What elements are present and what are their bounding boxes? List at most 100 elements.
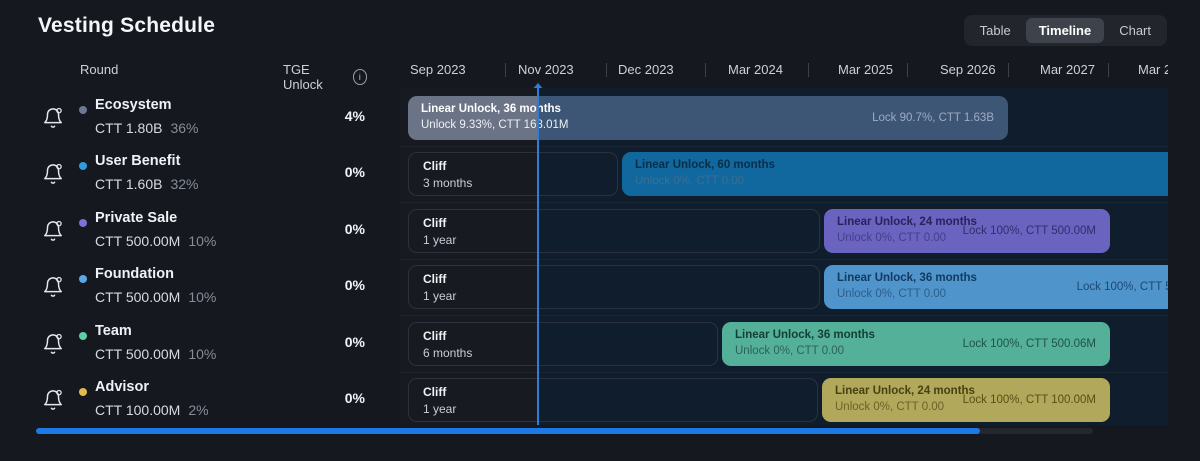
tge-unlock-value: 0% <box>344 164 365 180</box>
month-label: Sep 2026 <box>940 62 996 77</box>
round-percent: 10% <box>188 346 217 362</box>
round-color-dot <box>79 162 87 170</box>
timeline-row-advisor: Cliff 1 year Linear Unlock, 24 months Un… <box>400 378 1168 422</box>
bar-label: Linear Unlock, 60 months Unlock 0%, CTT … <box>635 159 775 187</box>
round-percent: 10% <box>188 289 217 305</box>
round-column-header: Round <box>80 62 119 77</box>
row-team: Team CTT 500.00M 10% 0% <box>0 322 365 366</box>
vesting-bar: Linear Unlock, 36 months Unlock 0%, CTT … <box>824 265 1168 309</box>
vesting-bar: Linear Unlock, 24 months Unlock 0%, CTT … <box>824 209 1110 253</box>
vesting-bar: Linear Unlock, 36 months Unlock 9.33%, C… <box>408 96 1008 140</box>
bell-icon[interactable] <box>42 107 64 129</box>
view-chart-button[interactable]: Chart <box>1106 18 1164 43</box>
unlocked-segment <box>408 96 538 140</box>
round-name: Private Sale <box>95 210 178 226</box>
row-foundation: Foundation CTT 500.00M 10% 0% <box>0 265 365 309</box>
row-user-benefit: User Benefit CTT 1.60B 32% 0% <box>0 152 365 196</box>
bell-icon[interactable] <box>42 389 64 411</box>
round-color-dot <box>79 332 87 340</box>
month-tick <box>606 63 607 77</box>
bell-icon[interactable] <box>42 220 64 242</box>
month-tick <box>505 63 506 77</box>
lock-label: Lock 100%, CTT 100.00M <box>962 394 1096 406</box>
cliff-box: Cliff 3 months <box>408 152 618 196</box>
bar-label: Linear Unlock, 36 months Unlock 0%, CTT … <box>837 272 977 300</box>
bell-icon[interactable] <box>42 333 64 355</box>
info-icon[interactable]: i <box>352 69 367 85</box>
bell-icon[interactable] <box>42 163 64 185</box>
lock-label: Lock 100%, CTT 500.00M <box>1076 281 1168 293</box>
timeline-area: Linear Unlock, 36 months Unlock 9.33%, C… <box>400 88 1168 425</box>
round-percent: 32% <box>170 176 199 192</box>
view-switcher: Table Timeline Chart <box>963 15 1167 46</box>
bar-label: Linear Unlock, 36 months Unlock 9.33%, C… <box>421 103 569 131</box>
month-tick <box>1108 63 1109 77</box>
view-table-button[interactable]: Table <box>967 18 1024 43</box>
lock-label: Lock 100%, CTT 500.00M <box>962 225 1096 237</box>
tge-unlock-value: 0% <box>344 334 365 350</box>
cliff-box: Cliff 6 months <box>408 322 718 366</box>
bar-label: Linear Unlock, 24 months Unlock 0%, CTT … <box>835 385 975 413</box>
vesting-bar: Linear Unlock, 24 months Unlock 0%, CTT … <box>822 378 1110 422</box>
month-tick <box>705 63 706 77</box>
elapsed-time-region <box>400 88 538 425</box>
view-timeline-button[interactable]: Timeline <box>1025 18 1105 43</box>
cliff-box: Cliff 1 year <box>408 209 820 253</box>
round-name: Foundation <box>95 266 174 282</box>
horizontal-scrollbar-track[interactable] <box>36 428 1093 434</box>
tge-unlock-value: 0% <box>344 221 365 237</box>
round-color-dot <box>79 106 87 114</box>
locked-segment <box>538 96 1008 140</box>
round-percent: 36% <box>170 120 199 136</box>
bar-label: Linear Unlock, 24 months Unlock 0%, CTT … <box>837 216 977 244</box>
row-ecosystem: Ecosystem CTT 1.80B 36% 4% <box>0 96 365 140</box>
horizontal-scrollbar-thumb[interactable] <box>36 428 980 434</box>
round-percent: 10% <box>188 233 217 249</box>
month-label: Dec 2023 <box>618 62 674 77</box>
month-tick <box>1008 63 1009 77</box>
cliff-box: Cliff 1 year <box>408 378 818 422</box>
page-title: Vesting Schedule <box>38 14 216 37</box>
row-divider <box>400 315 1168 316</box>
month-tick <box>907 63 908 77</box>
row-divider <box>400 146 1168 147</box>
vesting-bar: Linear Unlock, 36 months Unlock 0%, CTT … <box>722 322 1110 366</box>
round-amount: CTT 500.00M 10% <box>95 346 217 362</box>
lock-label: Lock 100%, CTT 500.06M <box>962 338 1096 350</box>
round-name: Advisor <box>95 379 149 395</box>
tge-unlock-value: 0% <box>344 390 365 406</box>
cliff-box: Cliff 1 year <box>408 265 820 309</box>
month-label: Sep 2023 <box>410 62 466 77</box>
row-divider <box>400 259 1168 260</box>
round-percent: 2% <box>188 402 209 418</box>
timeline-row-user-benefit: Cliff 3 months Linear Unlock, 60 months … <box>400 152 1168 196</box>
row-private-sale: Private Sale CTT 500.00M 10% 0% <box>0 209 365 253</box>
lock-label: Lock 90.7%, CTT 1.63B <box>872 112 994 124</box>
round-amount: CTT 1.60B 32% <box>95 176 199 192</box>
timeline-row-private-sale: Cliff 1 year Linear Unlock, 24 months Un… <box>400 209 1168 253</box>
bell-icon[interactable] <box>42 276 64 298</box>
round-color-dot <box>79 275 87 283</box>
month-label: Mar 2024 <box>728 62 783 77</box>
vesting-bar: Linear Unlock, 60 months Unlock 0%, CTT … <box>622 152 1168 196</box>
round-name: User Benefit <box>95 153 181 169</box>
row-divider <box>400 372 1168 373</box>
round-amount: CTT 500.00M 10% <box>95 233 217 249</box>
timeline-row-ecosystem: Linear Unlock, 36 months Unlock 9.33%, C… <box>400 96 1168 140</box>
round-color-dot <box>79 219 87 227</box>
now-marker-arrow <box>531 83 545 91</box>
tge-unlock-value: 4% <box>344 108 365 124</box>
timeline-row-foundation: Cliff 1 year Linear Unlock, 36 months Un… <box>400 265 1168 309</box>
round-amount: CTT 500.00M 10% <box>95 289 217 305</box>
tge-unlock-column-header: TGE Unlock i <box>283 62 367 92</box>
row-divider <box>400 202 1168 203</box>
month-label: Mar 2028 <box>1138 62 1168 77</box>
now-marker-line <box>537 88 539 425</box>
tge-unlock-label: TGE Unlock <box>283 62 323 92</box>
round-amount: CTT 1.80B 36% <box>95 120 199 136</box>
month-label: Mar 2025 <box>838 62 893 77</box>
month-label: Nov 2023 <box>518 62 574 77</box>
round-name: Ecosystem <box>95 97 172 113</box>
round-name: Team <box>95 323 132 339</box>
month-label: Mar 2027 <box>1040 62 1095 77</box>
